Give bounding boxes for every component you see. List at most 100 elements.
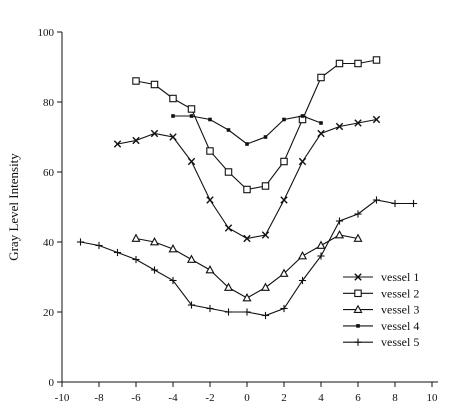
data-point	[187, 301, 196, 309]
legend-marker	[354, 273, 362, 281]
data-point	[282, 117, 286, 122]
series-4	[171, 114, 323, 146]
data-point	[372, 115, 381, 124]
data-point	[150, 80, 159, 89]
data-point	[169, 94, 177, 103]
data-point	[206, 196, 214, 204]
legend: vessel 1 vessel 2 vessel 3 vessel 4 vessel 5	[343, 270, 419, 349]
data-point	[279, 268, 289, 277]
data-point	[298, 157, 307, 166]
y-tick-label: 100	[38, 27, 55, 39]
legend-marker	[353, 304, 363, 313]
y-axis-label: Gray Level Intensity	[6, 153, 21, 261]
data-point	[150, 266, 159, 274]
axes: 0 20 40 60 80 100 -10 -8 -6 -4 -2 0 2 4 6 8 10	[38, 27, 439, 404]
data-point	[169, 133, 177, 141]
data-point	[317, 129, 325, 138]
legend-item: vessel 4	[343, 319, 419, 333]
legend-label: vessel 3	[381, 303, 419, 317]
data-point	[76, 238, 85, 246]
y-tick-label: 40	[43, 237, 55, 249]
data-point	[297, 251, 308, 260]
data-point	[335, 122, 344, 131]
data-point	[189, 114, 194, 118]
data-point	[243, 185, 251, 194]
data-point	[169, 276, 177, 285]
data-point	[149, 237, 160, 246]
data-point	[261, 311, 270, 320]
data-point	[224, 168, 233, 176]
data-point	[317, 73, 325, 82]
data-point	[391, 199, 399, 208]
data-point	[131, 233, 141, 242]
data-point	[261, 231, 270, 239]
legend-marker	[354, 289, 362, 298]
data-point	[206, 147, 214, 155]
series-2	[132, 56, 381, 194]
data-point	[280, 196, 288, 204]
data-point	[132, 255, 140, 264]
data-point	[354, 59, 362, 68]
data-point	[298, 276, 307, 285]
data-point	[261, 182, 270, 190]
data-point	[334, 230, 345, 239]
data-point	[171, 114, 175, 118]
legend-item: vessel 1	[343, 270, 419, 284]
x-tick-label: -2	[205, 392, 214, 404]
data-point	[409, 199, 418, 208]
data-point	[243, 234, 251, 243]
x-tick-label: 0	[244, 392, 250, 404]
data-point	[243, 308, 251, 316]
data-point	[132, 77, 140, 85]
data-point	[280, 304, 288, 313]
data-point	[354, 210, 362, 218]
data-point	[319, 121, 323, 125]
data-point	[260, 282, 271, 291]
series-line	[135, 234, 359, 299]
data-point	[223, 282, 234, 291]
legend-marker	[354, 338, 362, 346]
data-point	[242, 293, 252, 302]
y-tick-label: 80	[43, 97, 55, 109]
x-tick-label: 8	[392, 392, 398, 404]
legend-item: vessel 2	[343, 286, 419, 300]
legend-label: vessel 5	[381, 335, 419, 349]
y-tick-label: 60	[43, 167, 55, 179]
data-point	[206, 304, 214, 313]
x-tick-label: 2	[281, 392, 287, 404]
data-point	[113, 140, 122, 148]
y-tick-label: 0	[49, 377, 55, 389]
legend-item: vessel 5	[343, 335, 419, 349]
x-tick-label: 6	[355, 392, 361, 404]
data-point	[280, 157, 288, 166]
x-tick-label: -8	[94, 392, 104, 404]
x-tick-label: -4	[168, 392, 178, 404]
data-point	[187, 157, 196, 166]
legend-label: vessel 2	[381, 286, 419, 300]
legend-marker	[356, 324, 360, 328]
x-tick-label: 10	[427, 392, 439, 404]
data-point	[168, 244, 178, 253]
data-point	[226, 128, 231, 132]
data-point	[353, 233, 363, 242]
series-3	[131, 230, 363, 302]
legend-label: vessel 4	[381, 319, 419, 333]
data-point	[187, 105, 196, 113]
data-point	[205, 265, 215, 274]
data-point	[372, 196, 381, 204]
y-tick-label: 20	[43, 307, 55, 319]
series-5	[76, 196, 418, 320]
data-point	[224, 308, 233, 316]
data-point	[132, 136, 140, 145]
data-point	[263, 135, 268, 139]
data-point	[354, 119, 362, 127]
legend-label: vessel 1	[381, 270, 419, 284]
data-point	[372, 56, 381, 64]
data-point	[113, 248, 122, 257]
data-point	[224, 224, 233, 232]
plot-area	[76, 56, 418, 320]
data-point	[335, 59, 344, 68]
x-tick-label: 4	[318, 392, 324, 404]
data-point	[186, 254, 197, 263]
